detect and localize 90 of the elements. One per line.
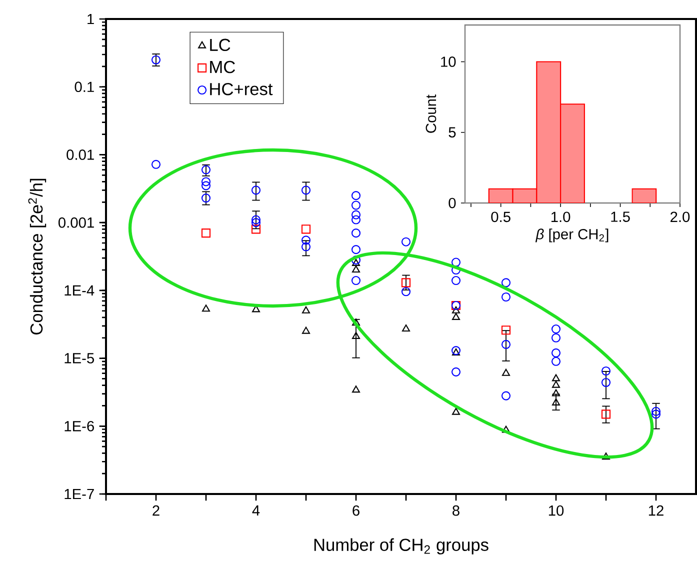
y-tick-label: 0.001 — [58, 217, 94, 228]
point — [201, 165, 211, 174]
x-axis-title: Number of CH$_{2}$ groups — [314, 538, 488, 554]
point — [651, 410, 661, 419]
x-axis-title: β [per CH$_{2}$] — [535, 228, 608, 242]
x-tick-label: 4 — [252, 505, 260, 516]
point — [202, 304, 210, 312]
point — [451, 367, 461, 376]
y-tick-label: 5 — [448, 127, 456, 138]
y-tick-label: 10 — [441, 56, 456, 67]
point — [351, 191, 361, 200]
point — [502, 426, 510, 433]
point — [451, 276, 461, 286]
legend-label: MC — [210, 60, 236, 74]
point — [552, 374, 560, 382]
point — [351, 210, 361, 220]
point — [452, 408, 460, 415]
point — [452, 312, 460, 320]
legend-label: HC+rest — [210, 82, 273, 96]
point — [551, 333, 561, 342]
point — [151, 55, 161, 64]
point — [551, 324, 561, 334]
y-tick-label: 0.1 — [74, 82, 94, 92]
point — [351, 228, 361, 238]
x-tick-label: 10 — [548, 505, 564, 516]
x-tick-label: 6 — [352, 505, 360, 516]
point — [352, 332, 360, 339]
point — [302, 326, 310, 334]
point — [601, 378, 611, 388]
y-axis-title: Count — [426, 94, 436, 133]
point — [502, 368, 510, 376]
point — [651, 406, 661, 416]
point — [301, 236, 311, 245]
point — [352, 258, 360, 266]
point — [552, 389, 560, 396]
x-tick-label: 8 — [452, 505, 460, 516]
point — [301, 242, 311, 252]
point — [301, 186, 311, 195]
y-tick-label: 0 — [448, 198, 456, 208]
x-tick-label: 12 — [648, 505, 664, 516]
point — [201, 193, 211, 203]
y-tick-label: 1E-7 — [64, 488, 94, 500]
x-tick-label: 0.5 — [491, 212, 510, 222]
point — [601, 366, 611, 376]
point — [201, 228, 211, 238]
point — [602, 452, 610, 460]
x-tick-label: 2.0 — [670, 212, 690, 222]
point — [151, 160, 161, 169]
point — [601, 410, 611, 419]
point — [352, 386, 360, 393]
point — [201, 177, 211, 186]
point — [501, 278, 511, 288]
point — [501, 340, 511, 349]
point — [451, 265, 461, 275]
point — [551, 356, 561, 366]
y-tick-label: 1E-6 — [64, 420, 94, 432]
point — [201, 181, 211, 190]
x-tick-label: 1.0 — [551, 212, 570, 222]
point — [551, 348, 561, 358]
x-tick-label: 1.5 — [611, 212, 630, 222]
point — [351, 245, 361, 254]
point — [501, 292, 511, 302]
y-tick-label: 0.01 — [66, 150, 94, 160]
point — [401, 287, 411, 296]
point — [552, 398, 560, 406]
y-axis-title: Conductance [2e$^{2}$/h] — [28, 178, 46, 334]
point — [251, 215, 261, 224]
point — [552, 380, 560, 388]
y-tick-label: 1 — [88, 14, 94, 24]
point — [352, 265, 360, 273]
legend-label: LC — [210, 38, 230, 52]
point — [351, 200, 361, 210]
y-tick-label: 1E-5 — [64, 353, 94, 364]
y-tick-label: 1E-4 — [64, 285, 94, 296]
point — [351, 215, 361, 224]
point — [501, 326, 511, 335]
point — [452, 306, 460, 314]
x-tick-label: 2 — [152, 505, 160, 516]
point — [451, 258, 461, 267]
point — [251, 224, 261, 234]
point — [301, 224, 311, 234]
point — [401, 278, 411, 288]
point — [351, 276, 361, 286]
point — [251, 186, 261, 195]
point — [251, 218, 261, 228]
point — [401, 237, 411, 246]
point — [402, 324, 410, 332]
point — [501, 391, 511, 400]
point — [351, 256, 361, 265]
point — [302, 306, 310, 314]
